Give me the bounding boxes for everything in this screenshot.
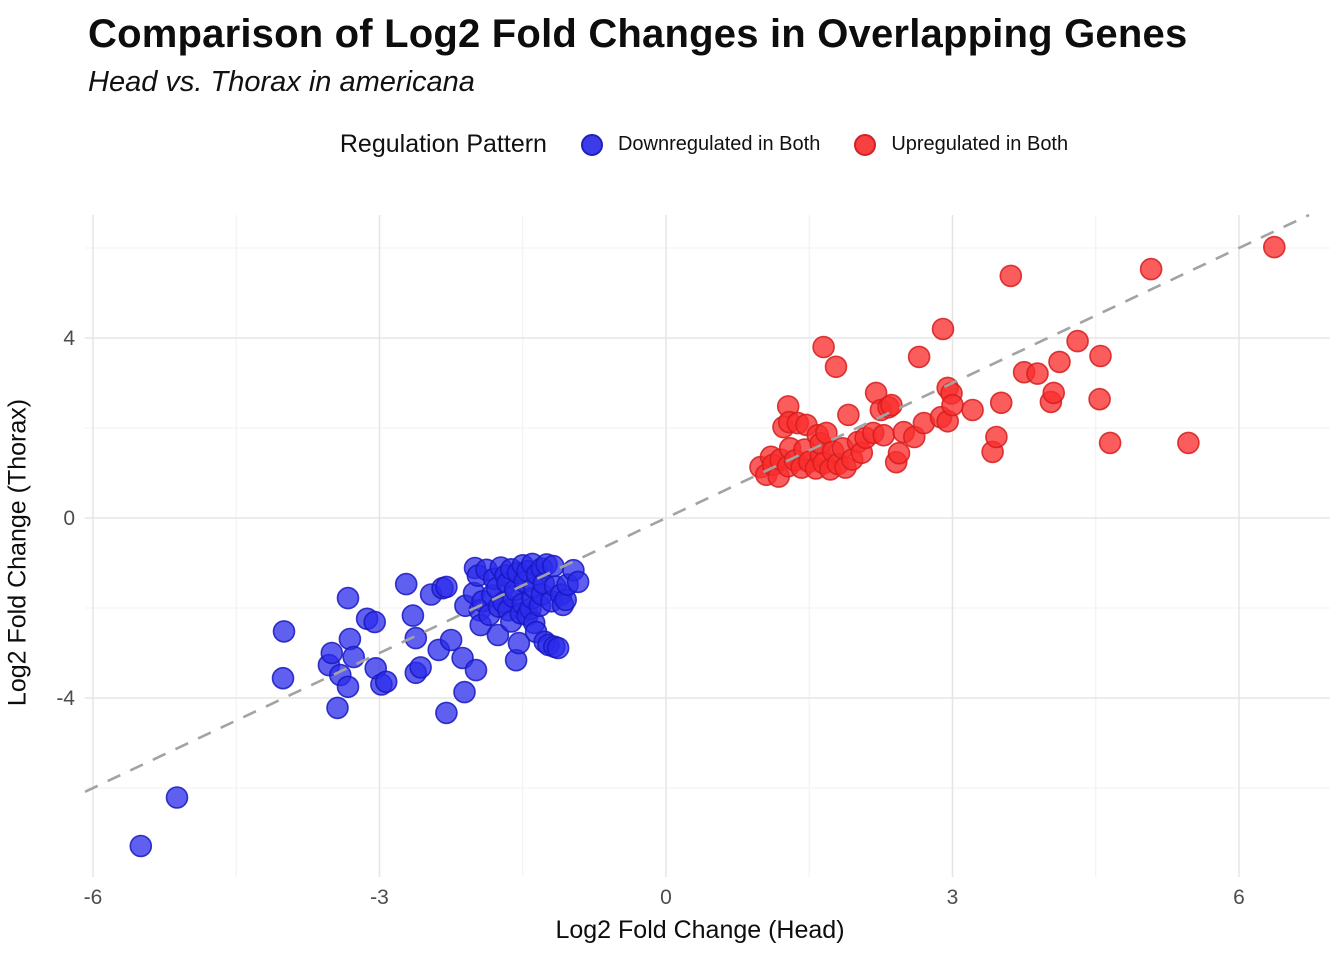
data-point-upregulated (1042, 381, 1065, 405)
data-point-downregulated (394, 572, 418, 596)
data-point-upregulated (1139, 257, 1163, 281)
data-point-upregulated (961, 398, 984, 422)
data-point-upregulated (887, 441, 911, 465)
legend: Regulation Pattern Downregulated in Both… (0, 130, 1344, 159)
data-point-upregulated (1048, 350, 1071, 374)
x-tick-label: -3 (370, 886, 389, 909)
chart-subtitle: Head vs. Thorax in americana (88, 66, 475, 98)
data-point-upregulated (1066, 329, 1089, 353)
data-point-downregulated (342, 645, 366, 669)
data-point-upregulated (872, 423, 896, 447)
data-point-upregulated (1263, 235, 1286, 259)
y-tick-label: 0 (63, 507, 75, 530)
x-tick-label: 3 (947, 886, 959, 909)
data-point-upregulated (837, 403, 860, 427)
identity-reference-line (84, 213, 1310, 793)
data-point-downregulated (271, 666, 295, 690)
legend-title: Regulation Pattern (339, 130, 547, 158)
data-point-downregulated (464, 658, 488, 682)
data-point-upregulated (907, 345, 931, 369)
x-tick-label: -6 (84, 886, 103, 909)
data-point-upregulated (1026, 362, 1049, 385)
data-point-upregulated (1177, 431, 1200, 455)
x-axis-title: Log2 Fold Change (Head) (555, 916, 845, 944)
data-point-upregulated (931, 317, 955, 341)
data-point-upregulated (1098, 431, 1122, 455)
data-point-upregulated (985, 425, 1008, 449)
data-point-upregulated (999, 264, 1023, 288)
data-point-upregulated (812, 335, 835, 359)
legend-label: Downregulated in Both (617, 133, 821, 155)
data-point-downregulated (546, 636, 570, 660)
data-point-downregulated (486, 623, 510, 647)
data-point-upregulated (824, 355, 848, 379)
legend-label: Upregulated in Both (891, 133, 1069, 155)
data-point-downregulated (453, 680, 476, 704)
data-point-downregulated (165, 786, 189, 809)
data-point-downregulated (129, 834, 153, 858)
y-axis-title: Log2 Fold Change (Thorax) (3, 398, 32, 707)
data-point-downregulated (272, 620, 296, 643)
legend-item-upregulated: Upregulated in Both (854, 133, 1068, 156)
data-point-upregulated (880, 393, 903, 417)
data-point-upregulated (941, 393, 964, 417)
y-tick-label: 4 (63, 327, 75, 350)
data-point-downregulated (363, 610, 387, 634)
chart-title: Comparison of Log2 Fold Changes in Overl… (88, 12, 1188, 56)
data-point-upregulated (1088, 387, 1111, 411)
legend-item-downregulated: Downregulated in Both (580, 133, 821, 156)
data-point-downregulated (326, 696, 349, 720)
y-tick-label: -4 (56, 687, 75, 710)
data-point-downregulated (507, 631, 531, 655)
data-point-upregulated (1089, 344, 1112, 368)
data-point-downregulated (336, 586, 360, 610)
data-point-downregulated (435, 701, 458, 725)
data-point-downregulated (435, 575, 458, 599)
legend-swatch-blue-icon (580, 133, 603, 156)
data-point-upregulated (989, 391, 1013, 415)
data-point-downregulated (566, 570, 590, 594)
x-tick-label: 0 (660, 886, 672, 909)
data-point-downregulated (401, 604, 425, 627)
x-tick-label: 6 (1233, 886, 1245, 909)
legend-swatch-red-icon (854, 133, 877, 156)
data-point-downregulated (439, 628, 463, 652)
data-point-downregulated (320, 641, 344, 665)
data-point-downregulated (374, 670, 398, 694)
data-point-downregulated (404, 626, 428, 650)
data-point-downregulated (336, 675, 360, 699)
data-point-downregulated (409, 656, 432, 679)
